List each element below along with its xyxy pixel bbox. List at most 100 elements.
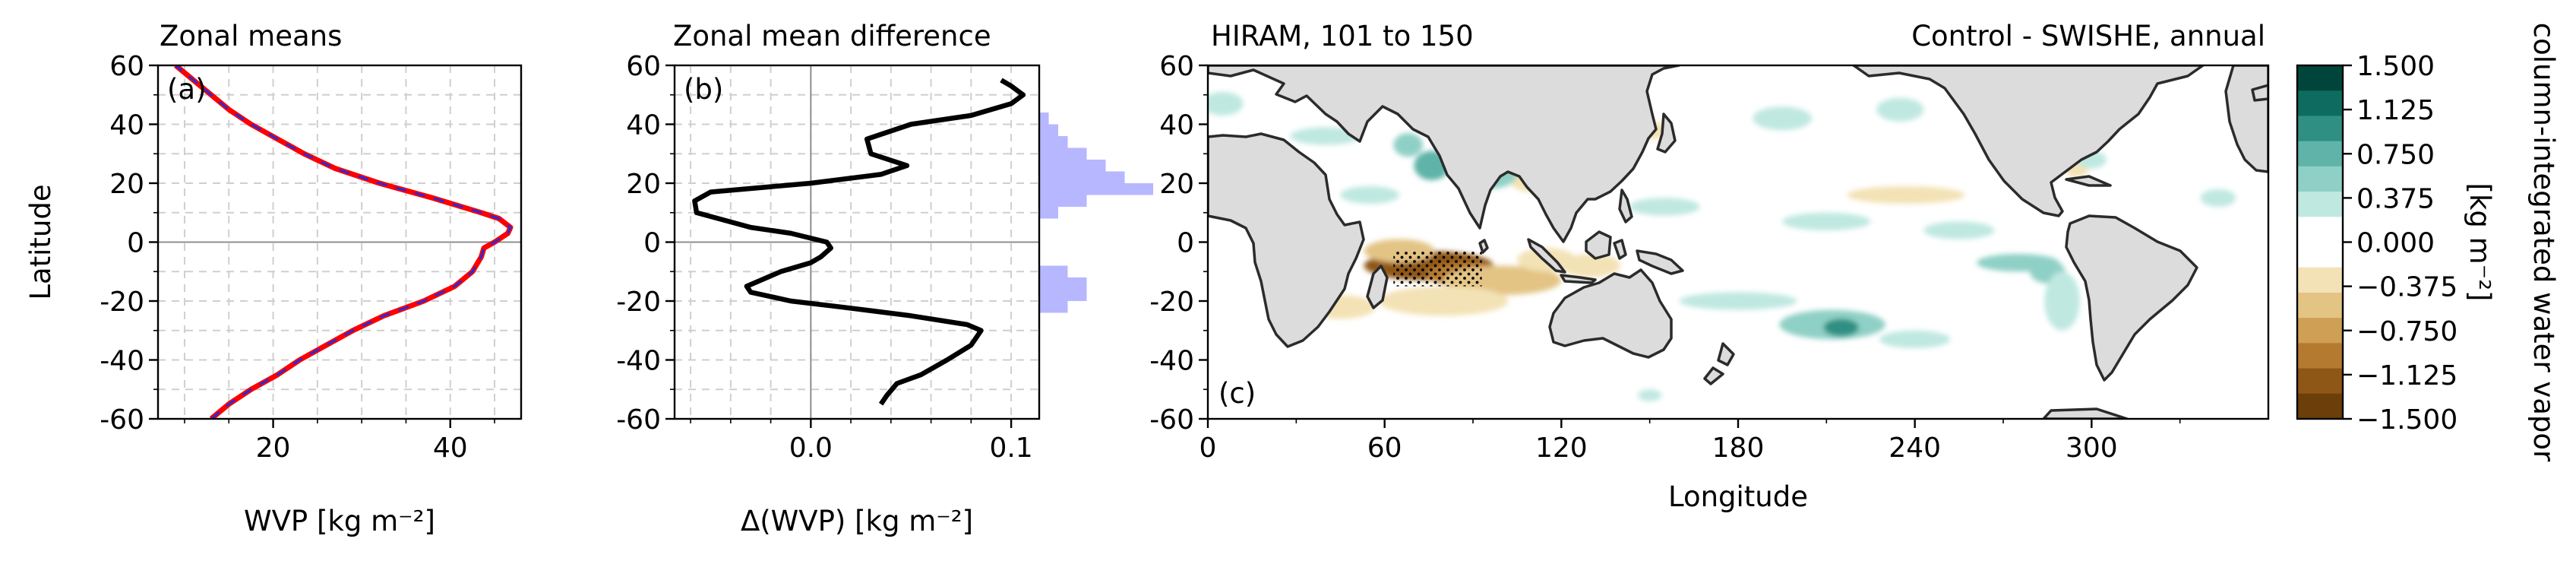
panel-b-xtick-label: 0.0 bbox=[789, 433, 833, 464]
colorbar-swatch bbox=[2297, 166, 2343, 192]
histogram-bar bbox=[1039, 207, 1058, 219]
island-new-guinea bbox=[1636, 249, 1684, 275]
anomaly-contour bbox=[1876, 97, 1924, 122]
colorbar-swatch bbox=[2297, 393, 2343, 420]
panel-c-xtick-label: 300 bbox=[2066, 433, 2118, 464]
panel-a-ytick-label: -60 bbox=[100, 404, 144, 436]
island-java-sulawesi bbox=[1560, 239, 1627, 284]
island-cuba bbox=[2065, 175, 2112, 187]
histogram-bar bbox=[1039, 171, 1125, 183]
colorbar-tick-label: 1.125 bbox=[2356, 95, 2435, 126]
anomaly-contour bbox=[1782, 212, 1871, 230]
panel-c-title-left: HIRAM, 101 to 150 bbox=[1211, 20, 1474, 52]
panel-c-title-right: Control - SWISHE, annual bbox=[1911, 20, 2265, 52]
continent-south-america bbox=[2065, 214, 2198, 382]
panel-b-xtick-label: 0.1 bbox=[989, 433, 1032, 464]
colorbar-units: [kg m⁻²] bbox=[2464, 183, 2496, 302]
histogram-bar bbox=[1039, 277, 1087, 290]
anomaly-contour bbox=[1340, 185, 1400, 204]
panel-b-axes: -60 -40 -20 0 20 40 60 0.0 0.1 bbox=[616, 51, 1033, 464]
anomaly-contour bbox=[1561, 254, 1620, 277]
colorbar-swatch bbox=[2297, 267, 2343, 293]
series-swishe-line bbox=[175, 65, 512, 419]
anomaly-contour bbox=[1629, 198, 1700, 216]
anomaly-contour bbox=[1923, 221, 1995, 239]
continent-africa-south bbox=[1208, 132, 1365, 348]
panel-c-ytick-label: 0 bbox=[1177, 228, 1194, 259]
panel-a: Zonal means (a) -60 -40 -20 0 20 40 60 20 40 WVP… bbox=[24, 20, 523, 537]
colorbar-tick-label: −1.500 bbox=[2356, 404, 2457, 436]
island-japan bbox=[1656, 113, 1677, 154]
colorbar-tick-label: −0.750 bbox=[2356, 316, 2457, 347]
panel-b-ytick-label: 60 bbox=[626, 51, 661, 82]
anomaly-contour bbox=[1823, 319, 1859, 337]
island-madagascar bbox=[1366, 265, 1389, 309]
histogram-bar bbox=[1039, 113, 1049, 125]
colorbar: 1.500 1.125 0.750 0.375 0.000 −0.375 −0.750 −1.… bbox=[2296, 23, 2560, 462]
anomaly-contour bbox=[1208, 91, 1244, 116]
series-difference-line bbox=[692, 78, 1026, 406]
panel-b-title: Zonal mean difference bbox=[673, 20, 991, 52]
colorbar-tick-label: 0.000 bbox=[2356, 228, 2435, 259]
anomaly-contour bbox=[1847, 185, 1965, 204]
panel-a-axes: -60 -40 -20 0 20 40 60 20 40 bbox=[100, 51, 495, 464]
colorbar-swatch bbox=[2297, 90, 2343, 117]
colorbar-label: column-integrated water vapor bbox=[2527, 23, 2560, 462]
histogram-bar bbox=[1039, 124, 1058, 136]
panel-c: HIRAM, 101 to 150 Control - SWISHE, annu… bbox=[1149, 20, 2270, 513]
panel-a-ylabel: Latitude bbox=[24, 184, 57, 300]
anomaly-contour bbox=[2200, 189, 2236, 207]
panel-c-xtick-label: 120 bbox=[1535, 433, 1588, 464]
histogram-bar bbox=[1039, 289, 1087, 301]
colorbar-swatch bbox=[2297, 65, 2343, 91]
panel-a-ytick-label: -40 bbox=[100, 346, 144, 377]
colorbar-swatch bbox=[2297, 116, 2343, 142]
island-new-zealand bbox=[1703, 342, 1735, 385]
colorbar-tick-label: 0.375 bbox=[2356, 183, 2435, 214]
colorbar-tick-label: 0.750 bbox=[2356, 139, 2435, 170]
panel-a-ytick-label: 0 bbox=[127, 228, 144, 259]
panel-a-ytick-label: -20 bbox=[100, 287, 144, 318]
panel-c-axes: -60 -40 -20 0 20 40 60 0 60 120 180 240 300 bbox=[1149, 51, 2181, 464]
panel-c-ytick-label: 60 bbox=[1159, 51, 1194, 82]
panel-c-ytick-label: -20 bbox=[1149, 287, 1194, 318]
histogram-bar bbox=[1039, 265, 1068, 277]
continent-north-america bbox=[1852, 65, 2205, 217]
panel-a-xtick-label: 40 bbox=[433, 433, 468, 464]
continent-eurasia-africa bbox=[1208, 65, 1680, 243]
panel-b: Zonal mean difference (b) -60 -40 -20 0 20 40… bbox=[616, 20, 1153, 537]
anomaly-contour bbox=[2044, 271, 2080, 331]
panel-b-label: (b) bbox=[684, 73, 723, 106]
panel-c-ytick-label: -40 bbox=[1149, 346, 1194, 377]
anomaly-contour bbox=[1290, 127, 1361, 145]
anomaly-contour bbox=[1638, 389, 1662, 401]
panel-c-ytick-label: 40 bbox=[1159, 110, 1194, 141]
histogram-bar bbox=[1039, 301, 1068, 313]
panel-a-ytick-label: 40 bbox=[109, 110, 144, 141]
island-iceland bbox=[2251, 84, 2268, 102]
island-philippines bbox=[1618, 189, 1633, 223]
island-sumatra-borneo bbox=[1527, 230, 1612, 274]
panel-a-xtick-label: 20 bbox=[256, 433, 291, 464]
panel-c-xtick-label: 0 bbox=[1199, 433, 1217, 464]
anomaly-contour bbox=[1393, 133, 1424, 157]
anomaly-contour bbox=[1679, 292, 1797, 310]
island-antarctic-edge bbox=[2042, 407, 2129, 419]
significance-stippling bbox=[1393, 251, 1482, 287]
colorbar-tick-label: −1.125 bbox=[2356, 360, 2457, 391]
histogram-bar bbox=[1039, 147, 1087, 160]
panel-b-ytick-label: 40 bbox=[626, 110, 661, 141]
island-sri-lanka bbox=[1478, 239, 1489, 254]
panel-a-ytick-label: 60 bbox=[109, 51, 144, 82]
panel-b-ytick-label: -40 bbox=[616, 346, 661, 377]
colorbar-swatch bbox=[2297, 217, 2343, 243]
panel-c-xlabel: Longitude bbox=[1668, 480, 1808, 513]
map-land bbox=[1208, 65, 2268, 419]
histogram-bar bbox=[1039, 136, 1068, 148]
histogram-bar bbox=[1039, 195, 1087, 207]
continent-australia bbox=[1548, 268, 1673, 359]
colorbar-swatch bbox=[2297, 368, 2343, 395]
colorbar-swatch bbox=[2297, 343, 2343, 369]
colorbar-swatch bbox=[2297, 192, 2343, 217]
